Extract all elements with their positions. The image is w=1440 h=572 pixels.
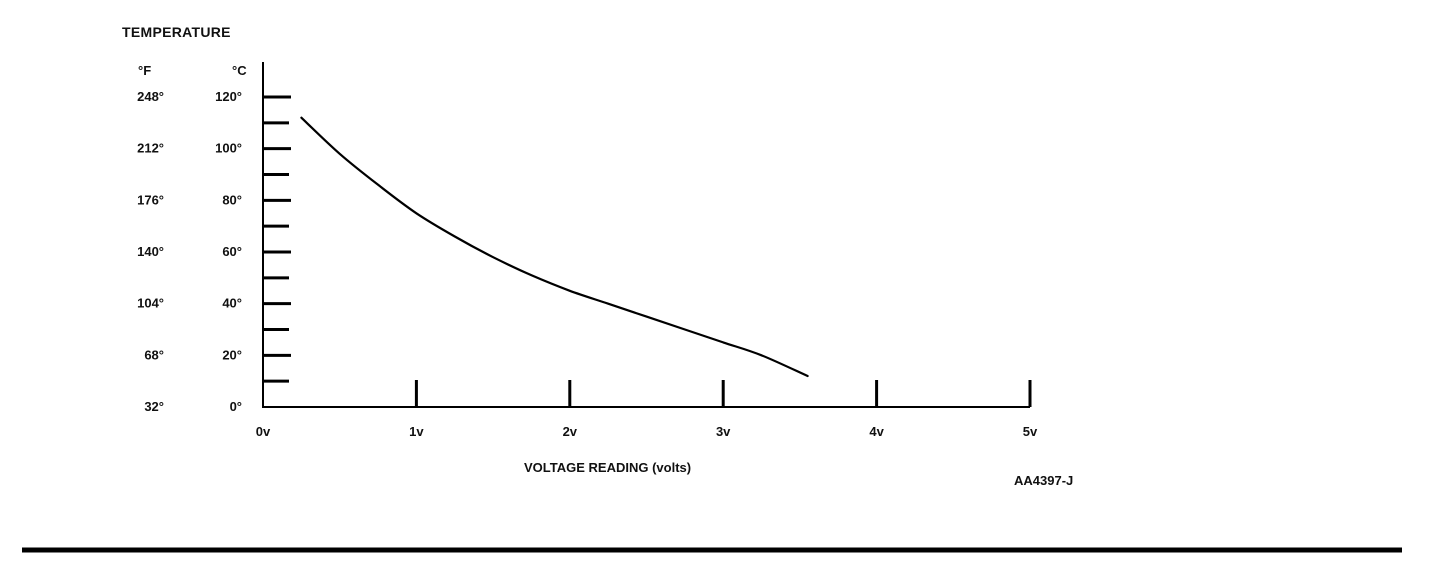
y-unit-celsius: °C <box>232 63 247 78</box>
chart-title: TEMPERATURE <box>122 24 231 40</box>
series-line-temperature-voltage <box>300 116 809 378</box>
x-axis-label: VOLTAGE READING (volts) <box>524 460 691 475</box>
y-tick-label-celsius: 0° <box>230 399 242 414</box>
y-tick-label-celsius: 20° <box>222 347 242 362</box>
y-tick-labels: 0° 32° 20° 68° 40° 104° 60° 140° 80° 176° 100° 212°… <box>137 89 242 414</box>
y-tick-label-fahrenheit: 68° <box>144 347 164 362</box>
y-tick-label-fahrenheit: 248° <box>137 89 164 104</box>
x-tick-label: 0v <box>256 424 271 439</box>
y-tick-label-celsius: 100° <box>215 141 242 156</box>
x-ticks <box>414 380 1032 407</box>
y-tick-label-celsius: 80° <box>222 192 242 207</box>
x-tick-labels: 0v 1v 2v 3v 4v 5v <box>256 424 1038 439</box>
y-tick-label-fahrenheit: 32° <box>144 399 164 414</box>
x-tick-label: 4v <box>869 424 884 439</box>
x-tick-label: 2v <box>563 424 578 439</box>
y-tick-label-fahrenheit: 212° <box>137 141 164 156</box>
figure-id: AA4397-J <box>1014 473 1073 488</box>
y-unit-fahrenheit: °F <box>138 63 151 78</box>
y-ticks <box>263 95 291 383</box>
y-tick-label-fahrenheit: 176° <box>137 192 164 207</box>
y-tick-label-celsius: 40° <box>222 296 242 311</box>
x-tick-label: 1v <box>409 424 424 439</box>
x-tick-label: 3v <box>716 424 731 439</box>
y-tick-label-celsius: 60° <box>222 244 242 259</box>
y-tick-label-fahrenheit: 140° <box>137 244 164 259</box>
y-tick-label-celsius: 120° <box>215 89 242 104</box>
y-tick-label-fahrenheit: 104° <box>137 296 164 311</box>
x-tick-label: 5v <box>1023 424 1038 439</box>
